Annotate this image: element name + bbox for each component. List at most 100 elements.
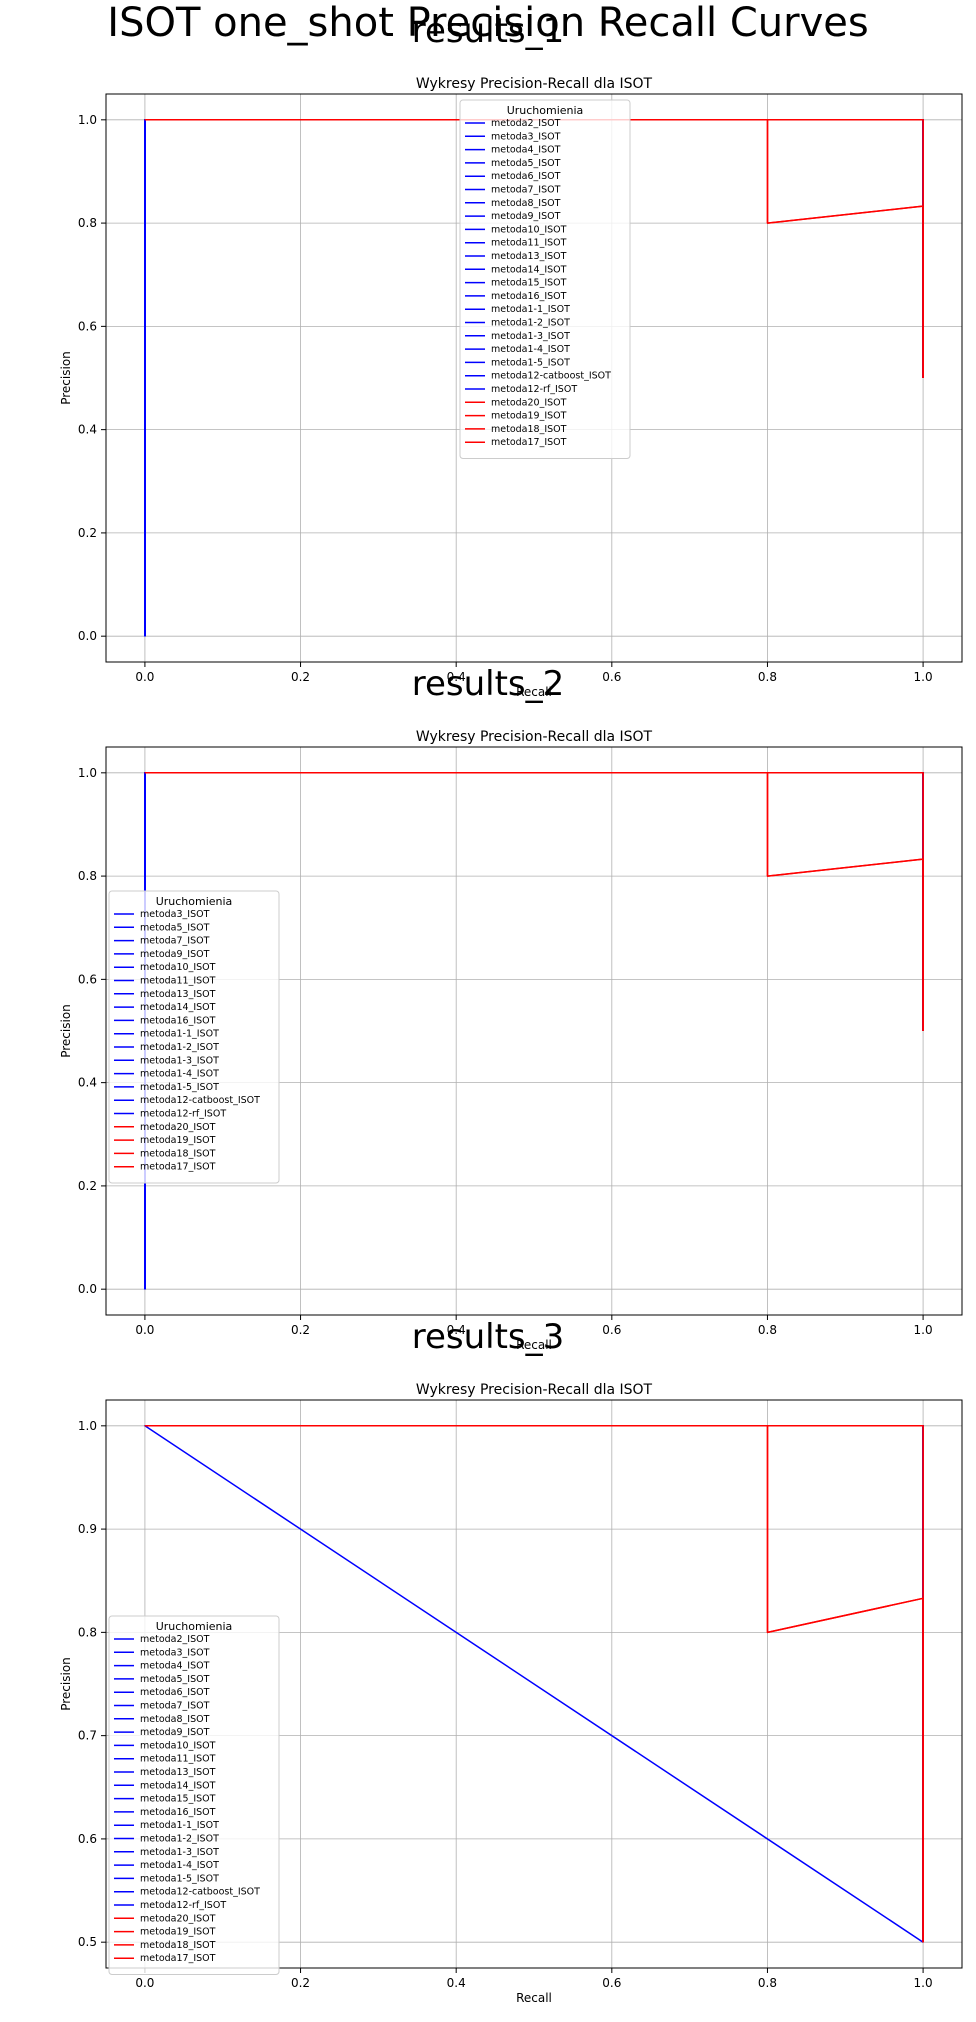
y-tick-label: 0.2	[78, 1179, 97, 1193]
legend-title: Uruchomienia	[156, 895, 233, 908]
legend-entry-label: metoda1-5_ISOT	[491, 357, 570, 368]
legend-entry-label: metoda14_ISOT	[140, 1780, 216, 1791]
legend-entry-label: metoda1-4_ISOT	[491, 344, 570, 355]
legend-entry-label: metoda18_ISOT	[140, 1940, 216, 1951]
legend-entry-label: metoda1-1_ISOT	[140, 1820, 219, 1831]
axes-frame	[105, 746, 963, 1316]
y-tick-label: 0.6	[78, 1832, 97, 1846]
x-tick-label: 0.8	[758, 1323, 777, 1337]
axes-frame	[105, 93, 963, 663]
legend-entry-label: metoda12-rf_ISOT	[140, 1900, 226, 1911]
legend-entry-label: metoda1-4_ISOT	[140, 1069, 219, 1080]
x-tick-label: 0.4	[447, 1976, 466, 1990]
panel-title: results_1	[412, 11, 565, 51]
x-tick-label: 0.8	[758, 1976, 777, 1990]
legend-entry-label: metoda1-2_ISOT	[491, 318, 570, 329]
x-tick-label: 0.0	[135, 1323, 154, 1337]
axes-frame	[105, 1399, 963, 1969]
legend-entry-label: metoda14_ISOT	[491, 264, 567, 275]
legend-entry-label: metoda9_ISOT	[491, 211, 561, 222]
chart-panel-2: 0.0 0.2 0.4 0.6 0.8 1.0 0.0 0.2 0.4 0.6 0.8 1.0 Reca…	[59, 664, 963, 1352]
legend-entry-label: metoda1-4_ISOT	[140, 1860, 219, 1871]
legend-entry-label: metoda9_ISOT	[140, 1727, 210, 1738]
x-tick-label: 0.2	[291, 1323, 310, 1337]
y-axis-label: Precision	[59, 1004, 73, 1058]
legend-entry-label: metoda13_ISOT	[491, 251, 567, 262]
legend-entry-label: metoda7_ISOT	[140, 1701, 210, 1712]
legend-entry-label: metoda14_ISOT	[140, 1002, 216, 1013]
legend-entry-label: metoda1-5_ISOT	[140, 1873, 219, 1884]
y-tick-label: 1.0	[78, 766, 97, 780]
legend-entry-label: metoda1-5_ISOT	[140, 1082, 219, 1093]
y-tick-label: 0.9	[78, 1522, 97, 1536]
legend-entry-label: metoda1-2_ISOT	[140, 1834, 219, 1845]
chart-panel-1: 0.0 0.2 0.4 0.6 0.8 1.0 0.0 0.2 0.4 0.6 0.8 1.0 Reca…	[59, 11, 963, 699]
y-axis-label: Precision	[59, 351, 73, 405]
y-tick-label: 0.2	[78, 526, 97, 540]
legend-entry-label: metoda1-3_ISOT	[140, 1847, 219, 1858]
x-tick-label: 0.6	[602, 670, 621, 684]
legend-entry-label: metoda15_ISOT	[140, 1794, 216, 1805]
legend-entry-label: metoda11_ISOT	[140, 976, 216, 987]
legend-entry-label: metoda12-catboost_ISOT	[140, 1887, 260, 1898]
legend-entry-label: metoda16_ISOT	[140, 1015, 216, 1026]
x-tick-label: 0.8	[758, 670, 777, 684]
legend-entry-label: metoda1-1_ISOT	[140, 1029, 219, 1040]
x-tick-label: 0.6	[602, 1976, 621, 1990]
x-tick-label: 1.0	[914, 1976, 933, 1990]
legend-entry-label: metoda16_ISOT	[491, 291, 567, 302]
legend-entry-label: metoda19_ISOT	[491, 411, 567, 422]
x-axis-label: Recall	[516, 1338, 552, 1352]
panels: 0.0 0.2 0.4 0.6 0.8 1.0 0.0 0.2 0.4 0.6 0.8 1.0 Reca…	[59, 11, 963, 2005]
y-tick-label: 0.8	[78, 1625, 97, 1639]
y-tick-label: 0.5	[78, 1935, 97, 1949]
legend-entry-label: metoda12-catboost_ISOT	[140, 1095, 260, 1106]
legend-entry-label: metoda17_ISOT	[491, 437, 567, 448]
y-tick-label: 0.0	[78, 1282, 97, 1296]
y-tick-label: 1.0	[78, 1419, 97, 1433]
legend-entry-label: metoda18_ISOT	[140, 1148, 216, 1159]
chart-panel-3: 0.0 0.2 0.4 0.6 0.8 1.0 0.5 0.6 0.7 0.8 0.9 1.0 Reca…	[59, 1317, 963, 2005]
chart-title: Wykresy Precision-Recall dla ISOT	[416, 1382, 653, 1398]
x-tick-label: 0.0	[135, 670, 154, 684]
legend-entry-label: metoda5_ISOT	[140, 1674, 210, 1685]
y-tick-label: 0.4	[78, 423, 97, 437]
legend-entry-label: metoda17_ISOT	[140, 1162, 216, 1173]
legend-entry-label: metoda3_ISOT	[140, 1647, 210, 1658]
legend-entry-label: metoda20_ISOT	[140, 1122, 216, 1133]
figure-title: ISOT one_shot Precision Recall Curves	[107, 0, 868, 46]
legend-entry-label: metoda11_ISOT	[491, 238, 567, 249]
x-axis-label: Recall	[516, 1991, 552, 2005]
legend-entry-label: metoda12-rf_ISOT	[491, 384, 577, 395]
legend-entry-label: metoda8_ISOT	[491, 198, 561, 209]
y-tick-label: 0.7	[78, 1729, 97, 1743]
chart-title: Wykresy Precision-Recall dla ISOT	[416, 729, 653, 745]
y-axis-label: Precision	[59, 1657, 73, 1711]
legend-entry-label: metoda12-rf_ISOT	[140, 1109, 226, 1120]
series-line	[144, 1425, 924, 1943]
legend-entry-label: metoda9_ISOT	[140, 949, 210, 960]
legend-box	[459, 99, 631, 459]
x-tick-label: 0.4	[447, 1323, 466, 1337]
legend-entry-label: metoda12-catboost_ISOT	[491, 371, 611, 382]
panel-title: results_2	[412, 664, 565, 704]
x-tick-label: 0.2	[291, 670, 310, 684]
legend-entry-label: metoda20_ISOT	[491, 397, 567, 408]
x-tick-label: 1.0	[914, 1323, 933, 1337]
legend-entry-label: metoda1-3_ISOT	[491, 331, 570, 342]
legend-entry-label: metoda3_ISOT	[491, 131, 561, 142]
x-tick-label: 0.6	[602, 1323, 621, 1337]
legend-entry-label: metoda10_ISOT	[140, 1740, 216, 1751]
y-tick-label: 0.6	[78, 972, 97, 986]
legend-entry-label: metoda4_ISOT	[140, 1661, 210, 1672]
legend-entry-label: metoda18_ISOT	[491, 424, 567, 435]
legend-entry-label: metoda3_ISOT	[140, 909, 210, 920]
legend-entry-label: metoda5_ISOT	[140, 922, 210, 933]
series-line	[144, 772, 924, 1031]
legend-entry-label: metoda4_ISOT	[491, 145, 561, 156]
y-tick-label: 0.6	[78, 319, 97, 333]
legend-entry-label: metoda16_ISOT	[140, 1807, 216, 1818]
legend-entry-label: metoda15_ISOT	[491, 278, 567, 289]
